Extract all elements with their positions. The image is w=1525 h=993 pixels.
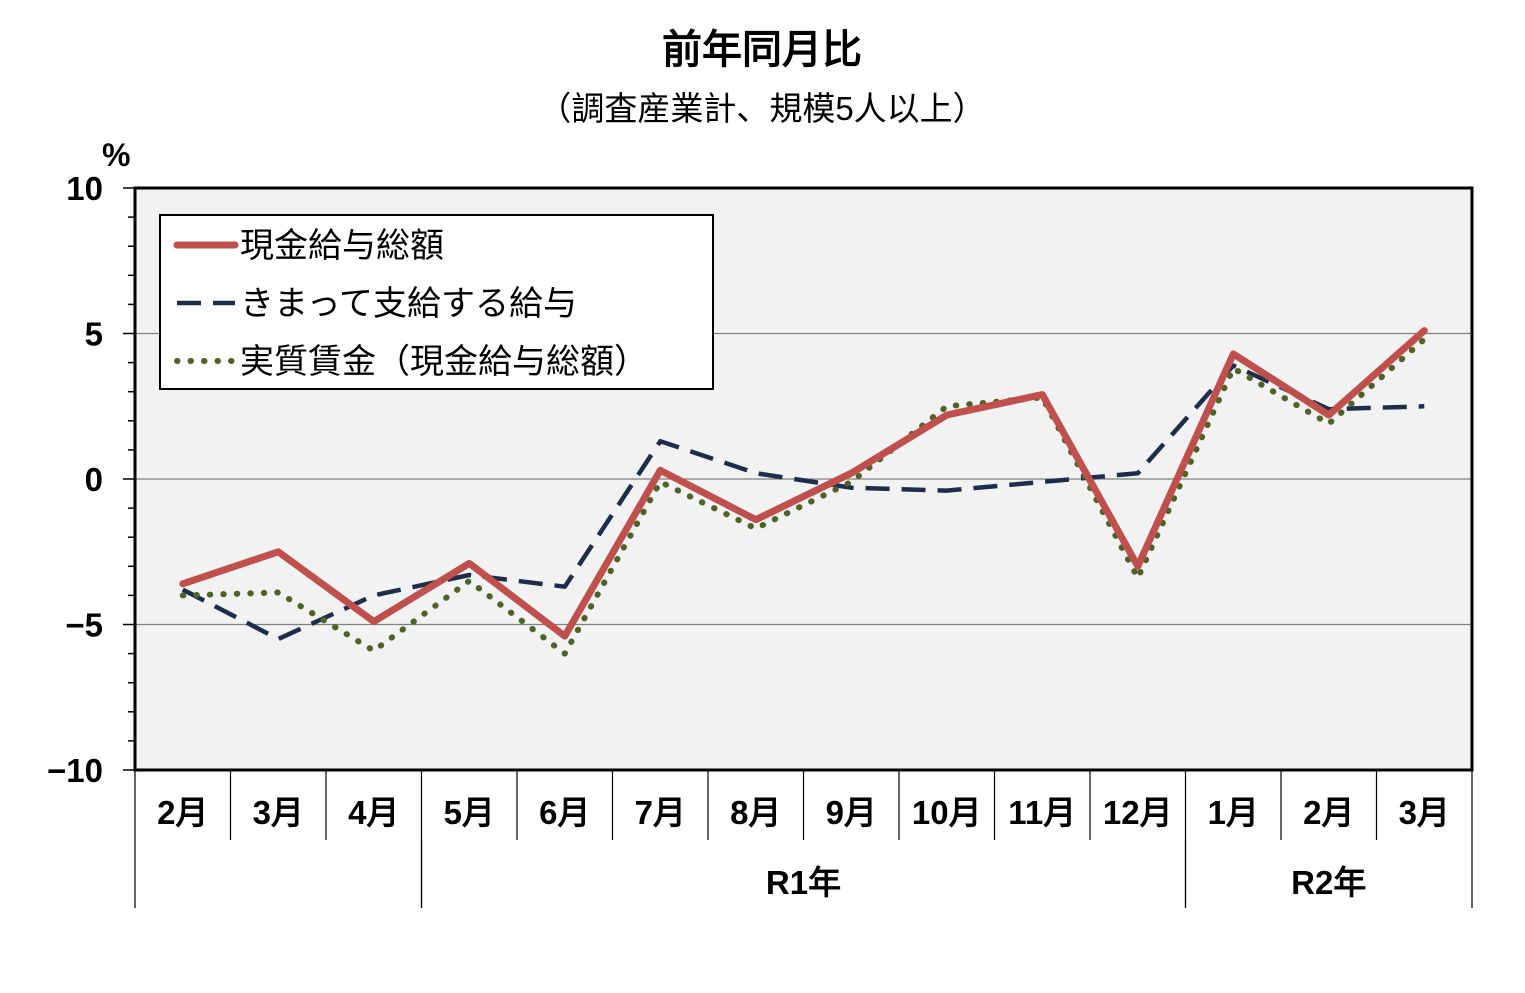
chart-subtitle: （調査産業計、規模5人以上） bbox=[538, 90, 985, 127]
x-tick-label: 6月 bbox=[539, 794, 590, 831]
chart-title: 前年同月比 bbox=[662, 28, 862, 72]
x-tick-label: 2月 bbox=[1303, 794, 1354, 831]
legend-label: 現金給与総額 bbox=[240, 227, 444, 265]
x-tick-label: 11月 bbox=[1008, 794, 1076, 831]
y-axis-unit: % bbox=[102, 137, 130, 173]
x-tick-label: 12月 bbox=[1103, 794, 1173, 831]
x-tick-label: 2月 bbox=[157, 794, 208, 831]
plot-border bbox=[133, 186, 1474, 772]
x-group-label: R2年 bbox=[1291, 864, 1366, 901]
x-tick-label: 8月 bbox=[730, 794, 781, 831]
x-tick-label: 7月 bbox=[635, 794, 686, 831]
x-tick-label: 4月 bbox=[348, 794, 399, 831]
series-line-0 bbox=[179, 327, 1428, 640]
series-line-2 bbox=[179, 336, 1428, 657]
y-tick-label: 5 bbox=[85, 316, 103, 353]
x-tick-label: 5月 bbox=[444, 794, 495, 831]
series-line-1 bbox=[181, 363, 1425, 642]
y-tick-label: 0 bbox=[85, 461, 103, 498]
x-tick-label: 1月 bbox=[1208, 794, 1259, 831]
legend-label: 実質賃金（現金給与総額） bbox=[240, 343, 648, 381]
y-axis: 10 5 0 −5 −10 bbox=[47, 170, 135, 789]
series-lines bbox=[179, 327, 1428, 657]
x-tick-label: 10月 bbox=[912, 794, 982, 831]
y-tick-label: −10 bbox=[47, 752, 103, 789]
y-tick-label: −5 bbox=[65, 607, 103, 644]
x-group-label: R1年 bbox=[766, 864, 841, 901]
x-tick-label: 3月 bbox=[1399, 794, 1450, 831]
x-tick-label: 9月 bbox=[826, 794, 877, 831]
x-axis: 2月 3月 4月 5月 6月 7月 8月 9月 10月 11月 12月 1月 2月 3月 R1年 R2年 bbox=[134, 770, 1473, 908]
x-tick-label: 3月 bbox=[253, 794, 304, 831]
legend-box bbox=[159, 214, 714, 390]
y-tick-label: 10 bbox=[66, 170, 103, 207]
legend-label: きまって支給する給与 bbox=[240, 285, 577, 323]
